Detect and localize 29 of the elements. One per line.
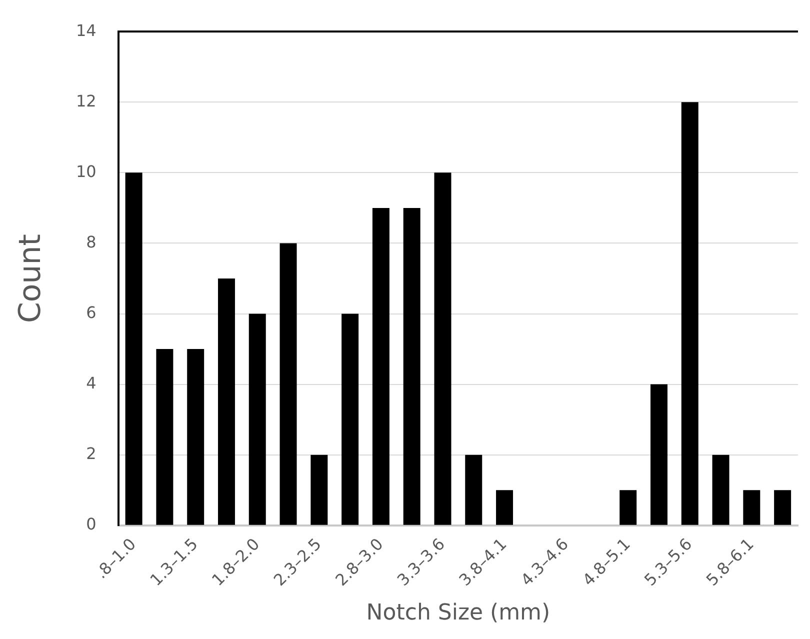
- y-tick-label: 10: [76, 162, 96, 181]
- bar: [681, 102, 698, 525]
- bar: [434, 172, 452, 525]
- y-tick-label: 0: [86, 514, 96, 534]
- bar: [712, 454, 730, 525]
- y-tick-label: 12: [76, 91, 96, 110]
- bar: [774, 490, 792, 525]
- bar: [280, 243, 297, 525]
- bar: [125, 172, 142, 525]
- bar: [743, 490, 760, 525]
- bar: [496, 490, 514, 525]
- bar: [650, 384, 668, 525]
- y-tick-label: 14: [76, 20, 96, 40]
- y-tick-label: 2: [86, 444, 96, 463]
- bar: [248, 314, 266, 525]
- bar: [187, 349, 204, 525]
- bar: [156, 349, 174, 525]
- x-axis-title: Notch Size (mm): [366, 600, 550, 626]
- y-tick-label: 6: [86, 302, 96, 322]
- bar: [342, 314, 359, 525]
- bar: [465, 454, 482, 525]
- y-axis-title: Count: [12, 234, 48, 324]
- bar: [403, 208, 420, 525]
- y-tick-label: 4: [86, 373, 96, 392]
- bar: [620, 490, 637, 525]
- bar: [218, 278, 235, 525]
- y-tick-label: 8: [86, 232, 96, 252]
- bar: [372, 208, 390, 525]
- bar: [310, 454, 328, 525]
